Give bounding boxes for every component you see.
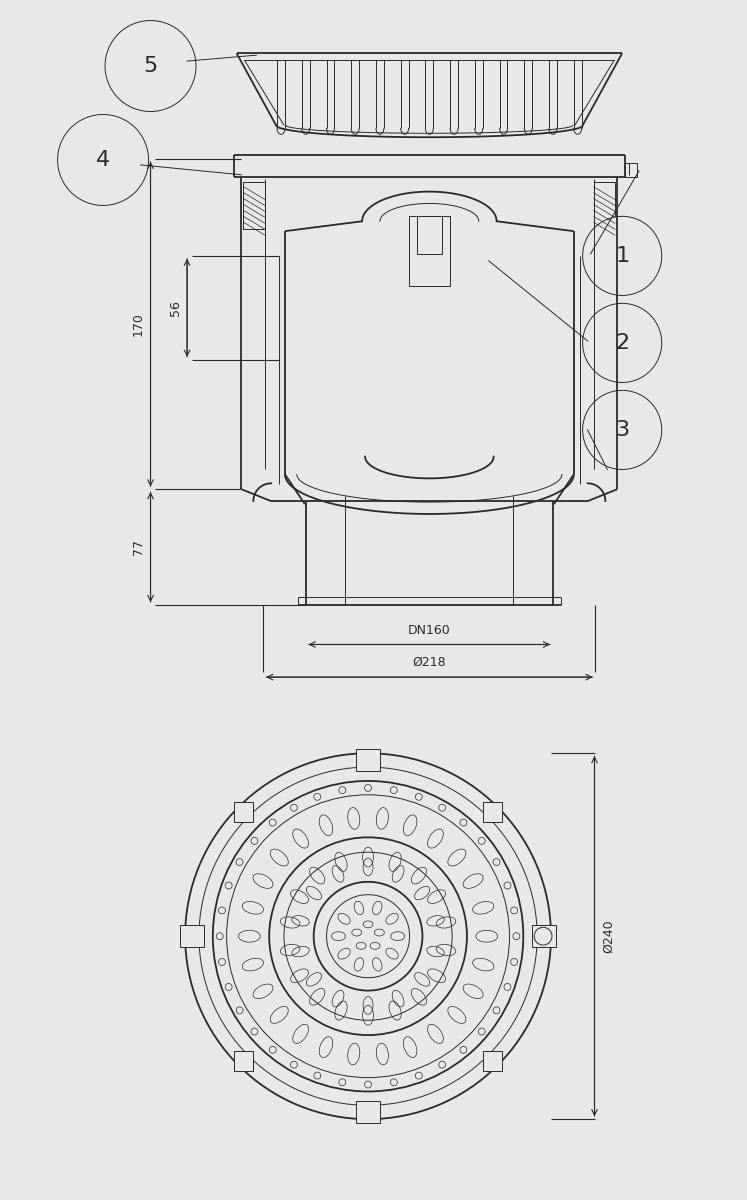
Text: 56: 56 [169,300,182,316]
Bar [409,216,450,286]
FancyBboxPatch shape [483,1051,503,1070]
Text: 1: 1 [615,246,629,266]
Text: 5: 5 [143,56,158,76]
FancyBboxPatch shape [234,1051,253,1070]
Text: 4: 4 [96,150,110,170]
FancyBboxPatch shape [180,925,204,947]
Bar [244,181,265,229]
Text: 77: 77 [132,539,145,556]
FancyBboxPatch shape [356,1102,380,1123]
FancyBboxPatch shape [532,925,556,947]
Text: 3: 3 [615,420,629,440]
FancyBboxPatch shape [483,802,503,822]
Circle shape [534,928,552,946]
FancyBboxPatch shape [234,802,253,822]
Bar [417,216,442,254]
Text: 2: 2 [615,332,629,353]
Circle shape [58,114,149,205]
Circle shape [583,304,662,383]
Bar [594,181,616,229]
Circle shape [583,216,662,295]
Bar [625,163,637,176]
Text: Ø218: Ø218 [412,656,446,670]
Text: Ø240: Ø240 [602,919,615,953]
Circle shape [105,20,196,112]
Text: DN160: DN160 [408,624,450,636]
FancyBboxPatch shape [356,749,380,772]
Text: 170: 170 [132,312,145,336]
Circle shape [583,390,662,469]
